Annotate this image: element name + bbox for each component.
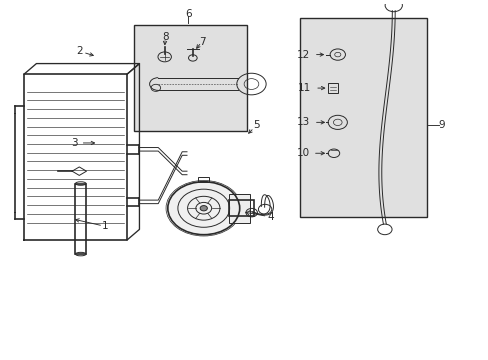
Text: 1: 1 bbox=[102, 221, 109, 231]
Text: 13: 13 bbox=[296, 117, 309, 127]
Bar bbox=[75, 184, 86, 254]
Text: 8: 8 bbox=[162, 32, 169, 42]
Text: 7: 7 bbox=[199, 37, 205, 47]
Text: 6: 6 bbox=[184, 9, 191, 19]
Circle shape bbox=[200, 206, 207, 211]
Bar bbox=[299, 18, 426, 217]
Bar bbox=[327, 83, 337, 93]
Bar bbox=[228, 194, 250, 223]
Bar bbox=[134, 25, 246, 131]
Text: 9: 9 bbox=[438, 120, 445, 130]
Text: 2: 2 bbox=[76, 46, 82, 56]
Text: 5: 5 bbox=[253, 120, 259, 130]
Text: 3: 3 bbox=[71, 138, 78, 148]
Bar bbox=[228, 200, 254, 216]
Bar bbox=[198, 177, 209, 182]
Text: 11: 11 bbox=[297, 83, 310, 93]
Text: 10: 10 bbox=[296, 148, 309, 158]
Text: 12: 12 bbox=[296, 50, 309, 60]
Circle shape bbox=[166, 180, 241, 236]
Text: 4: 4 bbox=[267, 212, 274, 222]
